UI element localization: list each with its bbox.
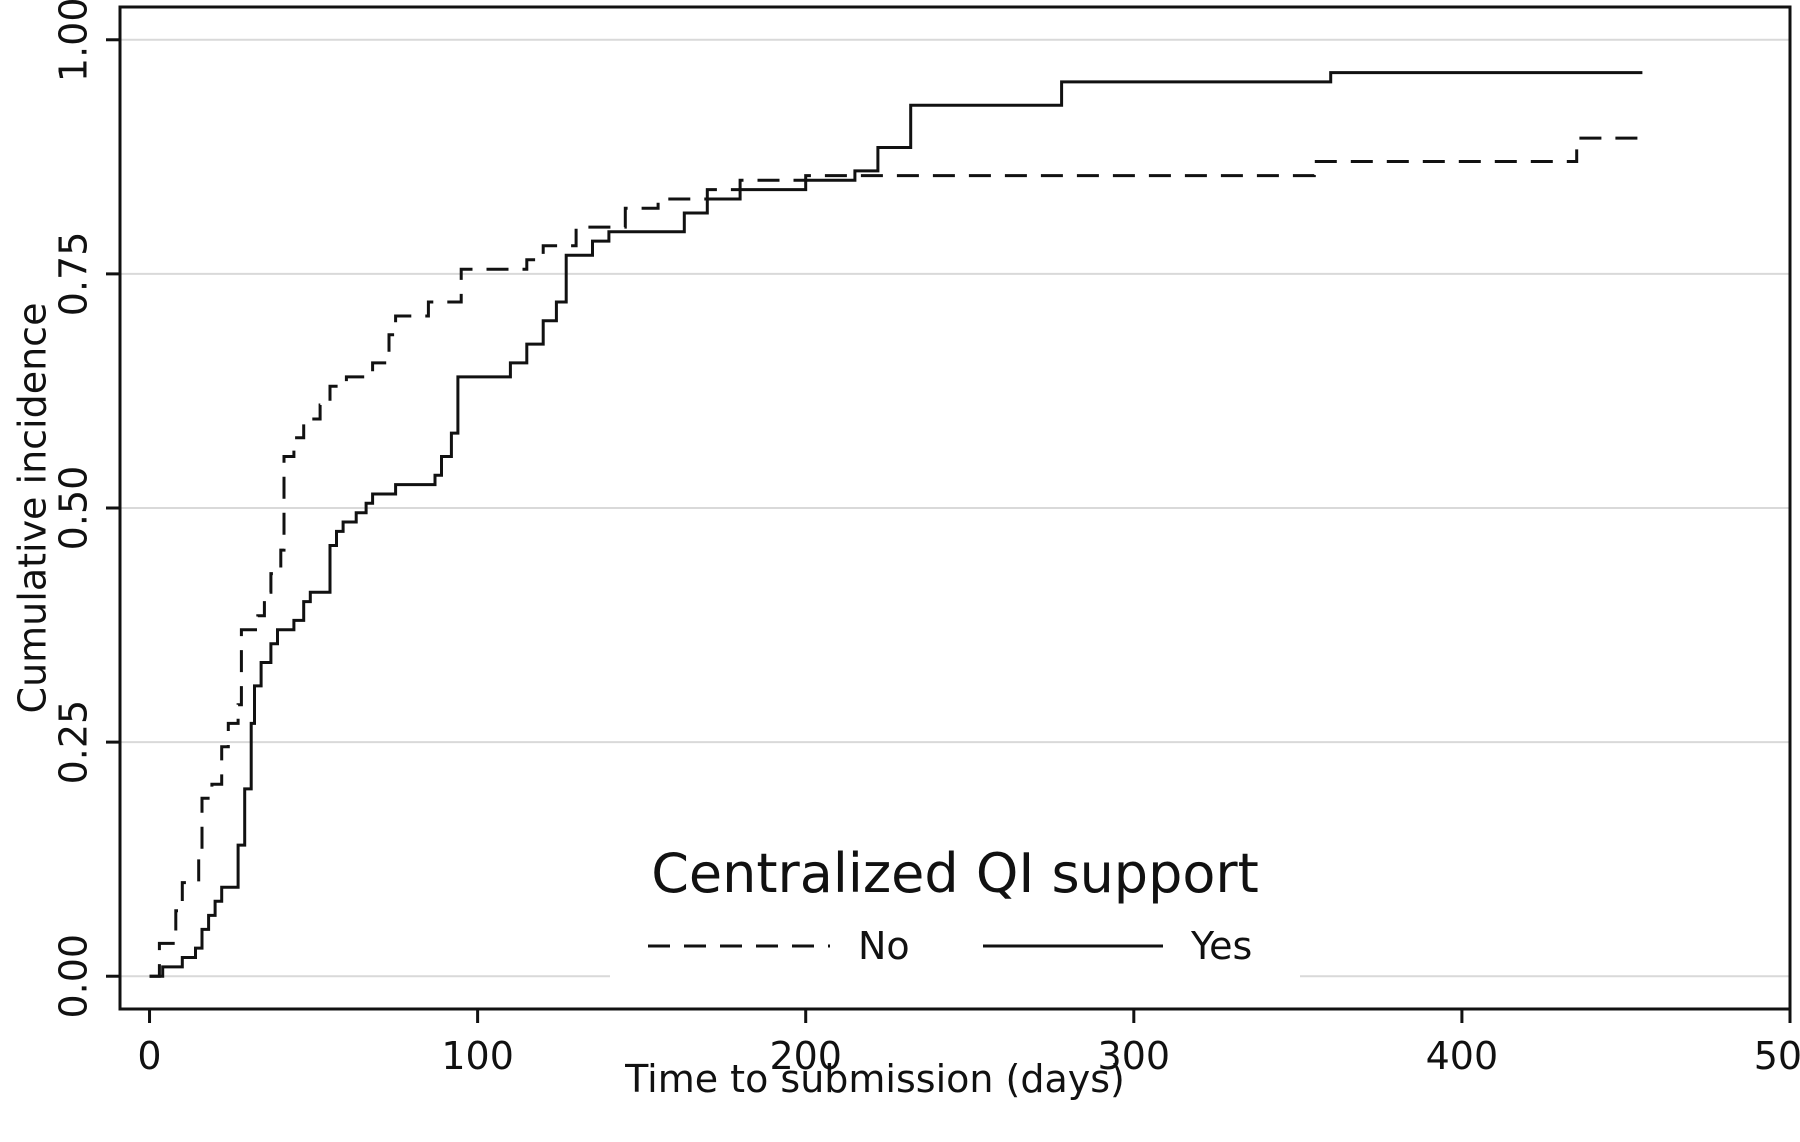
- legend-background: [610, 828, 1300, 988]
- y-tick-label-4: 1.00: [52, 0, 96, 82]
- legend-label-no: No: [858, 924, 910, 968]
- x-tick-label-4: 400: [1426, 1034, 1499, 1078]
- series-line-yes: [149, 71, 1643, 978]
- gridlines: [120, 38, 1790, 978]
- axes: 0 100 200 300 400 500 0.00 0.25 0.50 0.75 1.00: [52, 0, 1800, 1078]
- legend-title: Centralized QI support: [651, 842, 1259, 905]
- series-lines: [149, 71, 1643, 978]
- series-line-no: [149, 136, 1643, 978]
- y-tick-label-3: 0.75: [52, 232, 96, 317]
- x-axis-title: Time to submission (days): [624, 1057, 1125, 1101]
- x-tick-label-3: 300: [1098, 1034, 1171, 1078]
- legend: Centralized QI support No Yes: [610, 828, 1300, 988]
- y-tick-label-1: 0.25: [52, 700, 96, 785]
- legend-label-yes: Yes: [1190, 924, 1252, 968]
- x-tick-label-2: 200: [769, 1034, 842, 1078]
- x-tick-label-5: 500: [1754, 1034, 1800, 1078]
- x-tick-label-0: 0: [137, 1034, 161, 1078]
- x-tick-label-1: 100: [441, 1034, 514, 1078]
- y-tick-label-2: 0.50: [52, 466, 96, 551]
- y-axis-title: Cumulative incidence: [11, 303, 55, 714]
- y-tick-label-0: 0.00: [52, 934, 96, 1019]
